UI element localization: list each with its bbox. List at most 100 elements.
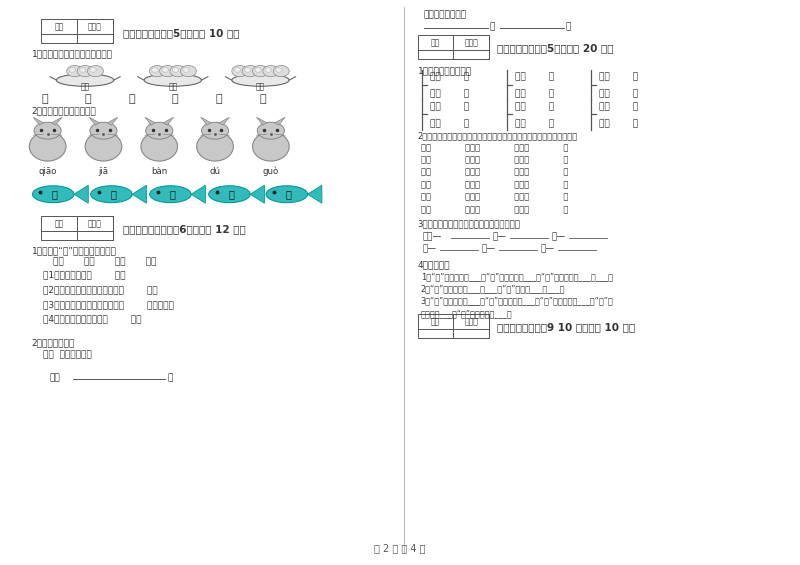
- Text: 月（        ）: 月（ ）: [599, 89, 638, 98]
- Text: 3．“口”加一笔变成___，“日”加一笔变成___，“米”加一笔变成___，“了”加: 3．“口”加一笔变成___，“日”加一笔变成___，“米”加一笔变成___，“了…: [421, 297, 614, 306]
- Polygon shape: [250, 185, 265, 203]
- Text: 评卷人: 评卷人: [88, 23, 102, 32]
- Ellipse shape: [150, 186, 191, 203]
- Polygon shape: [219, 117, 230, 125]
- Polygon shape: [34, 117, 44, 125]
- Text: 方（             ）王（             ）土（             ）: 方（ ）王（ ）土（ ）: [421, 168, 568, 177]
- Circle shape: [245, 68, 251, 72]
- Text: 2．加一加，你能把下列汉字加一个笔画变成另一个字吗？看谁变得多：: 2．加一加，你能把下列汉字加一个笔画变成另一个字吗？看谁变得多：: [418, 132, 578, 141]
- Ellipse shape: [253, 132, 289, 161]
- Text: 爸爸: 爸爸: [50, 373, 60, 383]
- Circle shape: [255, 68, 262, 72]
- Text: qiāo: qiāo: [38, 167, 57, 176]
- Circle shape: [152, 68, 158, 72]
- Bar: [418, 314, 490, 338]
- Polygon shape: [89, 117, 99, 125]
- Text: 水（             ）人（             ）丁（             ）: 水（ ）人（ ）丁（ ）: [421, 205, 568, 214]
- Ellipse shape: [266, 186, 307, 203]
- Bar: [454, 314, 490, 338]
- Ellipse shape: [197, 132, 234, 161]
- Text: 第 2 页 共 4 页: 第 2 页 共 4 页: [374, 544, 426, 554]
- Text: 五、补充句子（每题6分，共计 12 分）: 五、补充句子（每题6分，共计 12 分）: [122, 225, 246, 234]
- Circle shape: [182, 68, 189, 72]
- Circle shape: [180, 66, 196, 77]
- Circle shape: [170, 66, 186, 77]
- Bar: [418, 35, 490, 59]
- Text: dú: dú: [210, 167, 221, 176]
- Polygon shape: [52, 117, 62, 125]
- Polygon shape: [275, 117, 286, 125]
- Polygon shape: [132, 185, 146, 203]
- Text: 土: 土: [42, 94, 49, 104]
- Text: 本（        ）: 本（ ）: [430, 89, 470, 98]
- Text: 读: 读: [110, 189, 116, 199]
- Text: jiā: jiā: [98, 167, 109, 176]
- Circle shape: [234, 68, 241, 72]
- Ellipse shape: [144, 74, 202, 86]
- Text: 天: 天: [216, 94, 222, 104]
- Circle shape: [69, 68, 75, 72]
- Text: 好—: 好—: [540, 244, 554, 253]
- Text: 个: 个: [128, 94, 134, 104]
- Circle shape: [66, 66, 82, 77]
- Text: 下（        ）: 下（ ）: [599, 119, 638, 128]
- Polygon shape: [257, 117, 267, 125]
- Text: 子（        ）: 子（ ）: [515, 73, 554, 82]
- Text: 评卷人: 评卷人: [88, 219, 102, 228]
- Polygon shape: [191, 185, 206, 203]
- Text: 上（        ）: 上（ ）: [599, 103, 638, 111]
- Text: 半: 半: [52, 189, 58, 199]
- Text: 马（        ）: 马（ ）: [430, 103, 470, 111]
- Text: 桥: 桥: [228, 189, 234, 199]
- Circle shape: [266, 68, 272, 72]
- Text: （4）小朋友过马路时要（        ）。: （4）小朋友过马路时要（ ）。: [43, 315, 142, 324]
- Text: 1．选择和“心”组成的词语填在句: 1．选择和“心”组成的词语填在句: [32, 246, 117, 255]
- Text: guò: guò: [262, 167, 279, 176]
- Circle shape: [274, 66, 289, 77]
- Text: bàn: bàn: [151, 167, 167, 176]
- Circle shape: [172, 68, 178, 72]
- Text: （3）奶奶的身体好了，妈妈才（        ）地回家。: （3）奶奶的身体好了，妈妈才（ ）地回家。: [43, 300, 174, 309]
- Circle shape: [160, 66, 175, 77]
- Text: 得分: 得分: [431, 38, 440, 47]
- Circle shape: [77, 66, 93, 77]
- Text: 1．比一比，再组词。: 1．比一比，再组词。: [418, 66, 472, 75]
- Text: 五画: 五画: [256, 82, 265, 92]
- Text: 过: 过: [169, 189, 175, 199]
- Bar: [77, 19, 113, 43]
- Ellipse shape: [209, 186, 250, 203]
- Text: 得分: 得分: [431, 317, 440, 326]
- Text: 好—: 好—: [493, 232, 506, 241]
- Polygon shape: [107, 117, 118, 125]
- Bar: [42, 19, 113, 43]
- Ellipse shape: [90, 186, 132, 203]
- Ellipse shape: [258, 122, 285, 139]
- Circle shape: [253, 66, 269, 77]
- Polygon shape: [145, 117, 155, 125]
- Text: 一笔变成___，“大”加一笔变成___。: 一笔变成___，“大”加一笔变成___。: [421, 309, 512, 318]
- Polygon shape: [74, 185, 88, 203]
- Text: 鸟（        ）: 鸟（ ）: [430, 119, 470, 128]
- Circle shape: [79, 68, 86, 72]
- Text: 2．看看小猫各吃哪条鱼。: 2．看看小猫各吃哪条鱼。: [32, 107, 97, 115]
- Text: 直—: 直—: [482, 244, 495, 253]
- Text: 土（             ）米（             ）木（             ）: 土（ ）米（ ）木（ ）: [421, 155, 568, 164]
- Text: 评卷人: 评卷人: [465, 38, 478, 47]
- Text: 。: 。: [167, 373, 173, 383]
- Ellipse shape: [90, 122, 117, 139]
- Ellipse shape: [85, 132, 122, 161]
- Text: 小（             ）王（             ）大（             ）: 小（ ）王（ ）大（ ）: [421, 180, 568, 189]
- Circle shape: [232, 66, 248, 77]
- Text: 团（        ）: 团（ ）: [515, 103, 554, 111]
- Text: 是: 是: [490, 23, 494, 32]
- Circle shape: [162, 68, 169, 72]
- Text: 了（        ）: 了（ ）: [515, 89, 554, 98]
- Ellipse shape: [33, 186, 74, 203]
- Ellipse shape: [30, 132, 66, 161]
- Ellipse shape: [56, 74, 114, 86]
- Text: 3．你能写出与下列词语意思相反之词语吗？: 3．你能写出与下列词语意思相反之词语吗？: [418, 220, 521, 228]
- Text: 三画: 三画: [81, 82, 90, 92]
- Text: 田（        ）: 田（ ）: [515, 119, 554, 128]
- Text: 日（             ）目（             ）云（             ）: 日（ ）目（ ）云（ ）: [421, 143, 568, 152]
- Text: 小心       放心       细心       开心: 小心 放心 细心 开心: [54, 258, 157, 267]
